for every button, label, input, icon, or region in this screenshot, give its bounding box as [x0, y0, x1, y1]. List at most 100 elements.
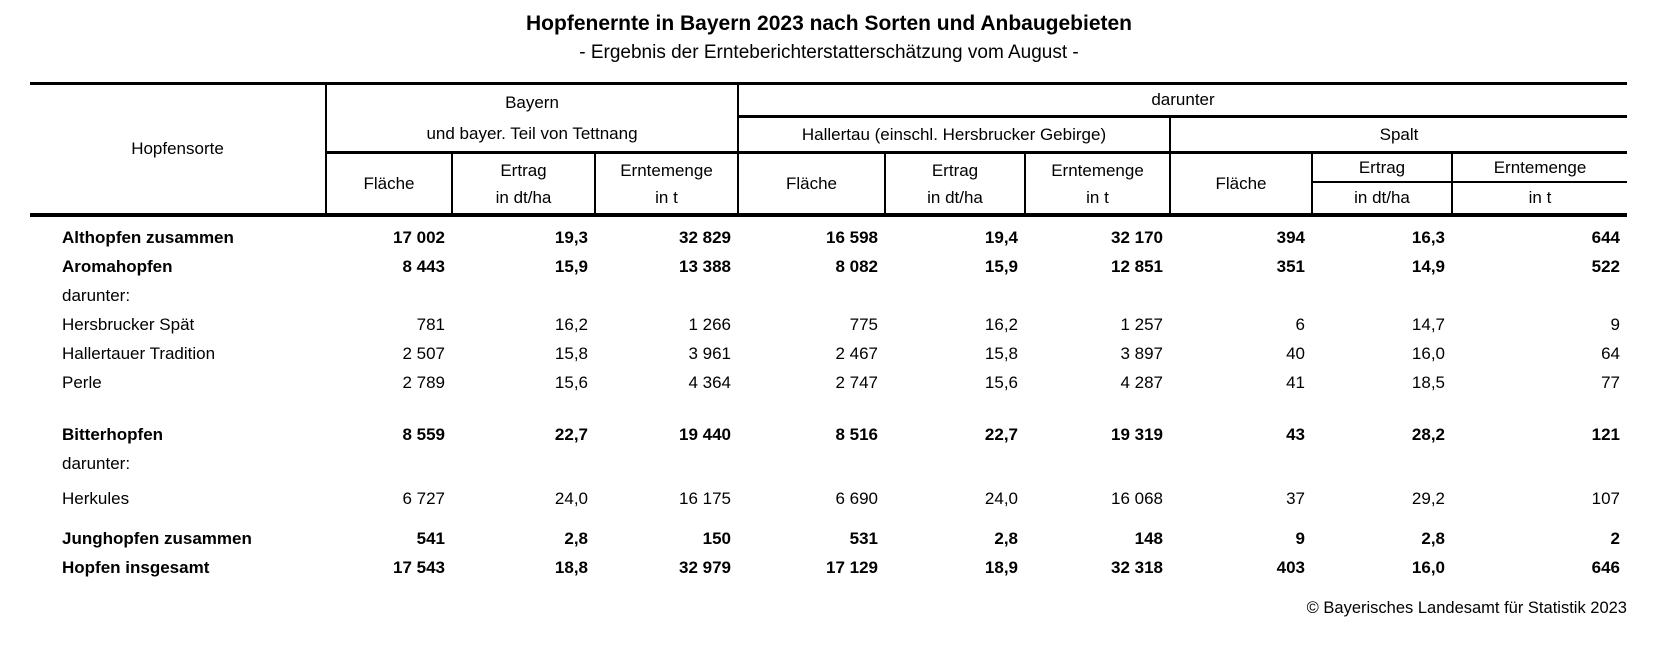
value-cell [595, 449, 738, 478]
value-cell: 2 789 [402, 372, 445, 392]
value-cell [1452, 281, 1627, 310]
value-cell: 18,5 [1411, 372, 1445, 392]
value-cell: 9 [1610, 314, 1621, 334]
table-row: Hersbrucker Spät 781 16,2 1 266 775 16,2 1 257… [30, 310, 1627, 339]
value-cell: 8 516 [835, 424, 878, 444]
group-header-bayern: Bayern und bayer. Teil von Tettnang [326, 82, 739, 154]
table-row: Bitterhopfen 8 559 22,7 19 440 8 516 22,7 19 3… [30, 420, 1627, 449]
value-cell: 646 [1591, 557, 1621, 577]
value-cell [1025, 281, 1170, 310]
spacer-row [30, 513, 1627, 524]
value-cell: 24,0 [984, 488, 1018, 508]
row-label: darunter: [62, 453, 131, 473]
value-cell: 2,8 [994, 528, 1018, 548]
value-cell: 107 [1591, 488, 1621, 508]
value-cell: 2,8 [564, 528, 588, 548]
value-cell: 1 257 [1120, 314, 1163, 334]
value-cell: 6 690 [835, 488, 878, 508]
value-cell: 19,4 [984, 227, 1018, 247]
value-cell: 32 170 [1111, 227, 1163, 247]
value-cell: 2 507 [402, 343, 445, 363]
value-cell: 22,7 [984, 424, 1018, 444]
table-row: Hopfen insgesamt 17 543 18,8 32 979 17 129 18… [30, 553, 1627, 582]
value-cell: 403 [1276, 557, 1305, 577]
row-label: Junghopfen zusammen [62, 528, 252, 548]
subheader-spalt-flaeche: Fläche [1170, 152, 1313, 217]
value-cell: 351 [1276, 256, 1305, 276]
row-label: Bitterhopfen [62, 424, 164, 444]
value-cell: 16,2 [554, 314, 588, 334]
value-cell: 16,3 [1411, 227, 1445, 247]
value-cell: 522 [1591, 256, 1621, 276]
value-cell [1025, 449, 1170, 478]
table-row: darunter: [30, 449, 1627, 478]
value-cell: 15,6 [554, 372, 588, 392]
value-cell: 41 [1286, 372, 1305, 392]
subheader-bayern-erntemenge: Erntemenge in t [595, 152, 739, 217]
value-cell: 148 [1134, 528, 1163, 548]
group-header-spalt: Spalt [1170, 116, 1628, 154]
row-label: darunter: [62, 285, 131, 305]
table-row: Junghopfen zusammen 541 2,8 150 531 2,8 148 9 2,… [30, 524, 1627, 553]
subheader-bayern-ertrag: Ertrag in dt/ha [452, 152, 596, 217]
value-cell: 29,2 [1411, 488, 1445, 508]
value-cell: 28,2 [1411, 424, 1445, 444]
value-cell: 18,8 [554, 557, 588, 577]
value-cell: 8 082 [835, 256, 878, 276]
subheader-hallertau-erntemenge: Erntemenge in t [1025, 152, 1171, 217]
value-cell: 14,9 [1411, 256, 1445, 276]
value-cell [452, 281, 595, 310]
subheader-hallertau-flaeche: Fläche [738, 152, 886, 217]
value-cell [738, 449, 885, 478]
value-cell: 2 747 [835, 372, 878, 392]
subheader-label: Ertrag [931, 160, 979, 180]
group-header-bayern-line1: Bayern [505, 93, 559, 112]
value-cell: 4 287 [1120, 372, 1163, 392]
value-cell: 775 [849, 314, 878, 334]
value-cell: 4 364 [688, 372, 731, 392]
value-cell: 531 [849, 528, 878, 548]
value-cell [1312, 449, 1452, 478]
value-cell: 1 266 [688, 314, 731, 334]
value-cell: 2 467 [835, 343, 878, 363]
table-header: Hopfensorte Bayern und bayer. Teil von T… [30, 82, 1628, 217]
subheader-label: Erntemenge [1493, 158, 1587, 177]
table-row: Perle 2 789 15,6 4 364 2 747 15,6 4 287 41 18,5 7… [30, 368, 1627, 397]
value-cell: 16,0 [1411, 557, 1445, 577]
value-cell: 24,0 [554, 488, 588, 508]
value-cell: 15,8 [984, 343, 1018, 363]
value-cell [885, 281, 1025, 310]
hops-harvest-table: Hopfensorte Bayern und bayer. Teil von T… [30, 82, 1628, 582]
value-cell: 17 002 [393, 227, 445, 247]
value-cell: 2 [1610, 528, 1621, 548]
value-cell: 37 [1286, 488, 1305, 508]
group-header-hallertau: Hallertau (einschl. Hersbrucker Gebirge) [738, 116, 1171, 154]
value-cell: 9 [1295, 528, 1305, 548]
value-cell: 15,8 [554, 343, 588, 363]
value-cell: 541 [416, 528, 445, 548]
row-label: Althopfen zusammen [62, 227, 234, 247]
page-title: Hopfenernte in Bayern 2023 nach Sorten u… [526, 12, 1132, 35]
value-cell: 43 [1286, 424, 1305, 444]
subheader-hallertau-ertrag: Ertrag in dt/ha [885, 152, 1026, 217]
row-label: Herkules [62, 488, 130, 508]
value-cell: 121 [1591, 424, 1621, 444]
value-cell [326, 449, 452, 478]
value-cell: 14,7 [1411, 314, 1445, 334]
subheader-unit: in dt/ha [495, 187, 552, 207]
value-cell: 17 129 [826, 557, 878, 577]
value-cell: 3 961 [688, 343, 731, 363]
table-body: Althopfen zusammen 17 002 19,3 32 829 16 598… [30, 215, 1627, 582]
row-label: Aromahopfen [62, 256, 173, 276]
subheader-spalt-erntemenge: Erntemenge in t [1452, 152, 1628, 217]
value-cell [885, 449, 1025, 478]
copyright-note: © Bayerisches Landesamt für Statistik 20… [1306, 599, 1627, 617]
subheader-unit: in t [1086, 187, 1109, 207]
value-cell: 6 727 [402, 488, 445, 508]
value-cell: 16 068 [1111, 488, 1163, 508]
value-cell [452, 449, 595, 478]
row-label: Hopfen insgesamt [62, 557, 210, 577]
value-cell: 150 [702, 528, 731, 548]
value-cell: 644 [1591, 227, 1621, 247]
